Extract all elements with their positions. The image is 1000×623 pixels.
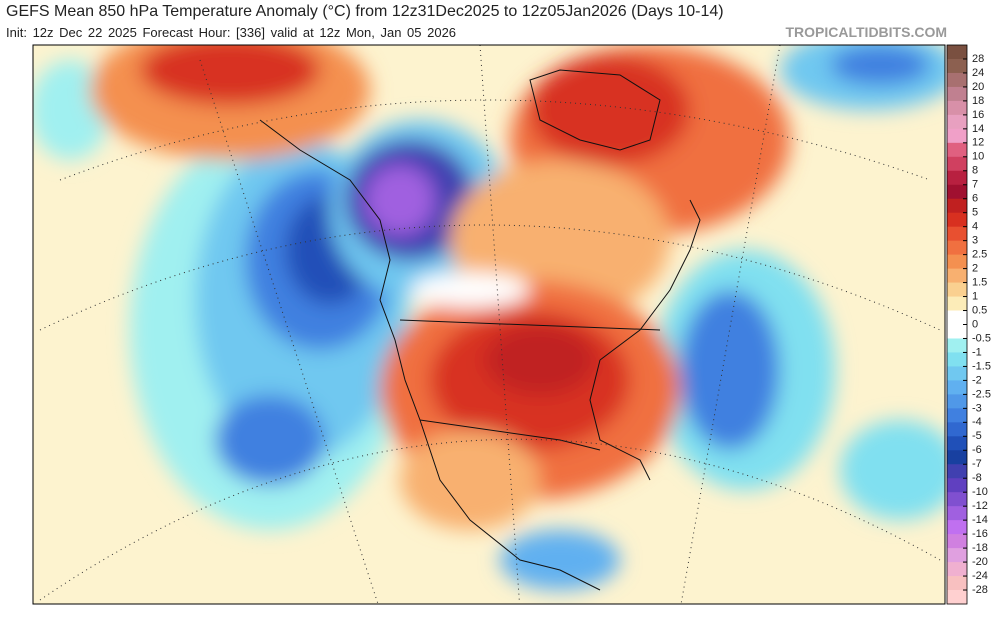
colorbar-swatch — [947, 170, 967, 186]
colorbar-swatch — [947, 226, 967, 242]
colorbar-label: -4 — [972, 416, 982, 428]
colorbar-label: 0.5 — [972, 304, 987, 316]
colorbar-swatch — [947, 296, 967, 312]
colorbar-swatch — [947, 58, 967, 74]
colorbar-label: 12 — [972, 137, 984, 149]
colorbar-swatch — [947, 282, 967, 298]
colorbar-swatch — [947, 506, 967, 521]
colorbar-label: 8 — [972, 165, 978, 177]
colorbar-label: 14 — [972, 123, 984, 135]
colorbar-swatch — [947, 310, 967, 325]
colorbar-label: -7 — [972, 458, 982, 470]
colorbar-swatch — [947, 86, 967, 102]
colorbar-label: -28 — [972, 584, 988, 596]
colorbar-label: -2 — [972, 374, 982, 386]
colorbar-swatch — [947, 408, 967, 423]
colorbar-swatch — [947, 128, 967, 144]
colorbar-label: 2 — [972, 263, 978, 275]
colorbar-swatch — [947, 72, 967, 88]
colorbar-swatch — [947, 576, 967, 591]
colorbar-swatch — [947, 520, 967, 535]
colorbar-swatch — [947, 422, 967, 437]
colorbar-swatch — [947, 478, 967, 493]
colorbar-label: 16 — [972, 109, 984, 121]
colorbar-label: 18 — [972, 95, 984, 107]
colorbar-swatch — [947, 338, 967, 353]
colorbar-label: -24 — [972, 570, 988, 582]
colorbar-label: 1.5 — [972, 276, 987, 288]
colorbar-swatch — [947, 45, 967, 60]
colorbar-swatch — [947, 562, 967, 577]
colorbar-swatch — [947, 100, 967, 116]
map-subtitle: Init: 12z Dec 22 2025 Forecast Hour: [33… — [6, 25, 457, 40]
map-title: GEFS Mean 850 hPa Temperature Anomaly (°… — [6, 3, 724, 20]
colorbar-swatch — [947, 254, 967, 270]
colorbar-label: -5 — [972, 430, 982, 442]
colorbar-swatch — [947, 534, 967, 549]
colorbar-label: -3 — [972, 402, 982, 414]
colorbar-label: 1 — [972, 290, 978, 302]
colorbar-swatch — [947, 590, 967, 605]
colorbar-label: 20 — [972, 81, 984, 93]
colorbar-swatch — [947, 464, 967, 479]
colorbar-swatch — [947, 212, 967, 228]
graticule — [39, 45, 941, 604]
colorbar-label: -14 — [972, 514, 988, 526]
colorbar-label: 24 — [972, 67, 984, 79]
anomaly-field — [33, 45, 945, 604]
colorbar-label: -10 — [972, 486, 988, 498]
colorbar-label: -20 — [972, 556, 988, 568]
colorbar-swatch — [947, 142, 967, 158]
colorbar-swatch — [947, 240, 967, 256]
colorbar-label: 10 — [972, 151, 984, 163]
colorbar-label: 3 — [972, 235, 978, 247]
colorbar-swatch — [947, 352, 967, 367]
colorbar-label: 2.5 — [972, 249, 987, 261]
map-frame — [32, 44, 946, 605]
colorbar-swatch — [947, 184, 967, 200]
colorbar-label: 5 — [972, 207, 978, 219]
coastlines — [259, 69, 701, 591]
colorbar-swatch — [947, 366, 967, 381]
colorbar-swatch — [947, 198, 967, 214]
colorbar-swatch — [947, 394, 967, 409]
colorbar-label: -8 — [972, 472, 982, 484]
colorbar-swatch — [947, 156, 967, 172]
colorbar-swatch — [947, 380, 967, 395]
colorbar-label: -16 — [972, 528, 988, 540]
colorbar-swatch — [947, 268, 967, 284]
colorbar-swatch — [947, 114, 967, 130]
colorbar-label: -0.5 — [972, 332, 991, 344]
colorbar-label: -1.5 — [972, 360, 991, 372]
colorbar-label: 7 — [972, 179, 978, 191]
colorbar-swatch — [947, 436, 967, 451]
colorbar-swatch — [947, 492, 967, 507]
colorbar-swatch — [947, 324, 967, 339]
colorbar-label: -6 — [972, 444, 982, 456]
colorbar-label: -12 — [972, 500, 988, 512]
colorbar-label: -18 — [972, 542, 988, 554]
colorbar-swatch — [947, 548, 967, 563]
colorbar-label: 6 — [972, 193, 978, 205]
colorbar-label: -2.5 — [972, 388, 991, 400]
source: TROPICALTIDBITS.COM — [785, 24, 947, 40]
colorbar-label: 0 — [972, 318, 978, 330]
colorbar-swatch — [947, 450, 967, 465]
colorbar-label: 4 — [972, 221, 978, 233]
colorbar-label: -1 — [972, 346, 982, 358]
colorbar-label: 28 — [972, 53, 984, 65]
